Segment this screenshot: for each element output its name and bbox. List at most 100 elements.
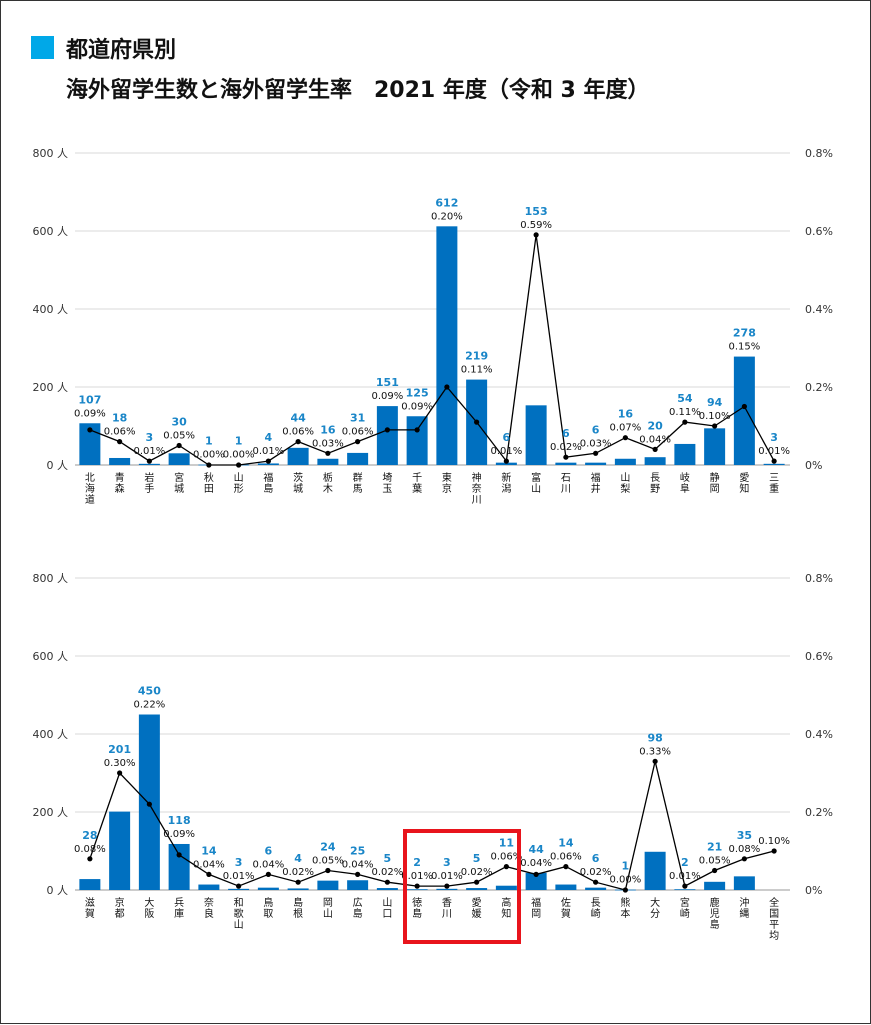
rate-point [117,439,123,445]
rate-point [87,427,93,433]
bar-value-label: 44 [528,843,544,856]
rate-point [87,856,93,862]
rate-label: 0.04% [193,859,225,870]
bar [436,226,458,465]
x-tick-label: 長野 [650,472,660,495]
rate-label: 0.22% [133,700,165,711]
bar-value-label: 201 [108,743,131,756]
bar [138,463,160,465]
x-tick-label: 山口 [382,897,392,920]
rate-point [712,867,718,874]
rate-point [563,864,569,870]
bar [704,428,726,465]
rate-point [355,871,361,877]
bar-value-label: 450 [138,685,161,698]
rate-point [444,384,450,390]
x-tick-label: 愛知 [739,471,749,495]
rate-label: 0.01% [490,446,522,457]
rate-label: 0.33% [639,746,671,757]
bar-value-label: 6 [592,852,600,865]
x-tick-label: 鳥取 [263,896,273,920]
rate-label: 0.09% [74,408,106,419]
x-tick-label: 山梨 [620,472,630,495]
x-tick-label: 秋田 [204,471,214,495]
rate-label: 0.06% [550,852,582,863]
bar [406,416,428,465]
x-tick-label: 富山 [531,471,541,495]
rate-line [89,234,775,466]
bar-value-label: 14 [201,844,217,857]
rate-point [384,427,390,433]
rate-label: 0.04% [639,434,671,445]
x-tick-label: 石川 [561,473,571,495]
rate-label: 0.04% [252,859,284,870]
x-tick-label: 福島 [263,471,273,495]
x-tick-label: 山形 [234,472,244,495]
y-left-tick-label: 0 人 [47,884,69,897]
bar [495,462,517,465]
y-left-tick-label: 0 人 [47,459,69,472]
y-left-tick-label: 600 人 [33,650,69,663]
bar-value-label: 35 [737,829,752,842]
rate-label: 0.01% [669,871,701,882]
x-tick-label: 宮崎 [680,896,690,920]
bar-value-label: 6 [265,844,273,857]
x-tick-label: 沖縄 [739,896,749,920]
x-tick-label: 福岡 [531,896,541,920]
bar [198,884,220,890]
rate-label: 0.02% [371,867,403,878]
bar-value-label: 151 [376,376,399,389]
rate-label: 0.00% [223,450,255,461]
y-left-tick-label: 800 人 [33,147,69,160]
x-tick-label: 奈良 [204,896,214,920]
bar-value-label: 1 [235,435,243,448]
bar-value-label: 21 [707,841,722,854]
bar [674,889,696,891]
y-left-tick-label: 600 人 [33,225,69,238]
x-tick-label: 岐阜 [680,471,690,495]
x-tick-label: 宮城 [174,471,184,495]
rate-label: 0.09% [371,391,403,402]
rate-point [176,852,182,858]
x-tick-label: 栃木 [323,471,333,495]
rate-point [622,435,628,441]
rate-label: 0.07% [609,423,641,434]
rate-label: 0.01% [223,871,255,882]
x-tick-label: 和歌山 [234,897,244,931]
rate-label: 0.06% [282,427,314,438]
x-tick-label: 鹿児島 [710,896,720,931]
rate-label: 0.03% [312,438,344,449]
x-tick-label: 徳島 [412,896,422,920]
bar [406,889,428,891]
bar [317,458,339,465]
bar-value-label: 25 [350,844,365,857]
y-right-tick-label: 0.4% [805,303,833,316]
rate-label: 0.08% [74,844,106,855]
bar-value-label: 153 [525,205,548,218]
x-tick-label: 大阪 [144,896,154,920]
bar [466,888,488,890]
rate-point [444,883,450,889]
rate-label: 0.01% [252,446,284,457]
y-right-tick-label: 0.6% [805,650,833,663]
bar-value-label: 219 [465,350,488,363]
bar [525,872,547,890]
rate-label: 0.20% [431,211,463,222]
bar-value-label: 5 [384,852,392,865]
bar-value-label: 2 [413,856,421,869]
chart-title: 都道府県別 [66,38,177,63]
rate-label: 0.11% [461,365,493,376]
y-right-tick-label: 0.2% [805,381,833,394]
rate-point [741,403,747,410]
bar-value-label: 98 [647,731,662,744]
rate-label: 0.02% [580,867,612,878]
rate-label: 0.06% [104,427,136,438]
bar [704,881,726,890]
bar-value-label: 107 [78,393,101,406]
title-accent-square [31,36,54,59]
rate-point [146,801,152,807]
bar-value-label: 6 [592,423,600,436]
rate-label: 0.15% [728,342,760,353]
rate-label: 0.02% [282,867,314,878]
bar-value-label: 30 [171,416,187,429]
